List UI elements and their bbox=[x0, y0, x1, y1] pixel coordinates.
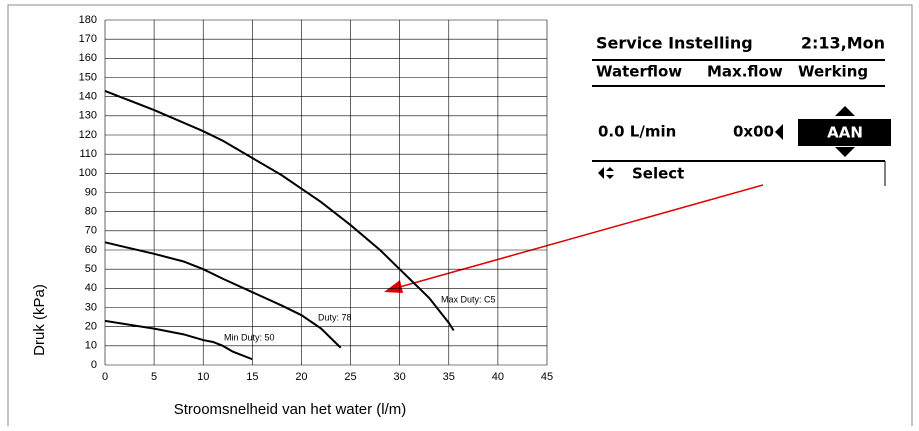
y-tick-label: 10 bbox=[85, 340, 97, 352]
left-arrow-icon bbox=[775, 124, 783, 140]
y-axis-label: Druk (kPa) bbox=[31, 284, 48, 356]
y-tick-label: 30 bbox=[85, 301, 97, 313]
x-tick-label: 30 bbox=[394, 371, 406, 383]
series-label: Max Duty: C5 bbox=[441, 294, 496, 304]
select-icon bbox=[606, 167, 614, 171]
line bbox=[104, 319, 253, 361]
x-tick-label: 25 bbox=[344, 371, 356, 383]
up-arrow-icon bbox=[835, 106, 855, 116]
series-label: Duty: 78 bbox=[318, 312, 352, 322]
y-tick-label: 100 bbox=[79, 167, 97, 179]
select-icon bbox=[598, 167, 604, 179]
annotation-arrow bbox=[395, 184, 764, 289]
panel: Service Instelling 2:13,Mon Waterflow Ma… bbox=[592, 34, 891, 186]
panel-time: 2:13,Mon bbox=[801, 34, 885, 53]
y-tick-label: 160 bbox=[79, 52, 97, 64]
x-tick-label: 5 bbox=[151, 371, 157, 383]
y-tick-label: 150 bbox=[79, 71, 97, 83]
line bbox=[104, 241, 342, 349]
y-tick-label: 170 bbox=[79, 33, 97, 45]
y-tick-label: 120 bbox=[79, 129, 97, 141]
x-axis-label: Stroomsnelheid van het water (l/m) bbox=[174, 401, 407, 418]
y-tick-label: 110 bbox=[79, 148, 97, 160]
header: Max.flow bbox=[707, 63, 783, 81]
x-tick-label: 45 bbox=[541, 371, 553, 383]
y-tick-label: 60 bbox=[85, 244, 97, 256]
select-icon bbox=[606, 175, 614, 179]
x-tick-label: 35 bbox=[443, 371, 455, 383]
y-tick-label: 50 bbox=[85, 263, 97, 275]
panel-title: Service Instelling bbox=[596, 34, 753, 53]
x-tick-label: 10 bbox=[197, 371, 209, 383]
y-tick-label: 80 bbox=[85, 206, 97, 218]
value: AAN bbox=[827, 124, 863, 142]
x-tick-label: 15 bbox=[246, 371, 258, 383]
x-tick-label: 40 bbox=[492, 371, 504, 383]
y-tick-label: 0 bbox=[91, 359, 97, 371]
y-tick-label: 140 bbox=[79, 91, 97, 103]
header: Waterflow bbox=[596, 63, 682, 81]
value: 0.0 L/min bbox=[598, 123, 676, 141]
footer: Select bbox=[632, 165, 684, 183]
y-tick-label: 20 bbox=[85, 321, 97, 333]
line bbox=[104, 89, 455, 332]
down-arrow-icon bbox=[835, 147, 855, 157]
value: 0x00 bbox=[733, 123, 774, 141]
frame bbox=[7, 4, 913, 431]
series-label: Min Duty: 50 bbox=[224, 332, 275, 342]
annotation-arrow-head bbox=[384, 280, 403, 293]
y-tick-label: 70 bbox=[85, 225, 97, 237]
value-box bbox=[798, 119, 891, 146]
y-tick-label: 40 bbox=[85, 282, 97, 294]
y-tick-label: 180 bbox=[79, 14, 97, 26]
y-tick-label: 130 bbox=[79, 110, 97, 122]
y-tick-label: 90 bbox=[85, 186, 97, 198]
x-tick-label: 20 bbox=[295, 371, 307, 383]
x-tick-label: 0 bbox=[102, 371, 108, 383]
header: Werking bbox=[798, 63, 868, 81]
